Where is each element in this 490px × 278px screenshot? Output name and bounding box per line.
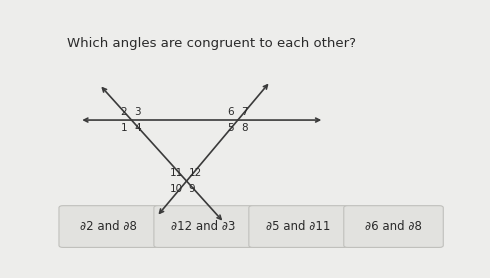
Text: 2: 2 [121,107,127,117]
Text: 4: 4 [135,123,141,133]
Text: 7: 7 [241,107,247,117]
Text: ∂2 and ∂8: ∂2 and ∂8 [80,220,137,233]
Text: 12: 12 [189,168,202,178]
FancyBboxPatch shape [249,206,348,247]
Text: 11: 11 [170,168,183,178]
Text: 9: 9 [189,184,196,194]
Text: ∂5 and ∂11: ∂5 and ∂11 [267,220,331,233]
Text: 10: 10 [170,184,183,194]
Text: ∂6 and ∂8: ∂6 and ∂8 [365,220,422,233]
Text: 3: 3 [135,107,141,117]
Text: 5: 5 [227,123,234,133]
FancyBboxPatch shape [344,206,443,247]
FancyBboxPatch shape [154,206,253,247]
Text: Which angles are congruent to each other?: Which angles are congruent to each other… [67,37,356,49]
Text: 1: 1 [121,123,127,133]
Text: 6: 6 [227,107,234,117]
Text: 8: 8 [241,123,247,133]
Text: ∂12 and ∂3: ∂12 and ∂3 [172,220,236,233]
FancyBboxPatch shape [59,206,158,247]
